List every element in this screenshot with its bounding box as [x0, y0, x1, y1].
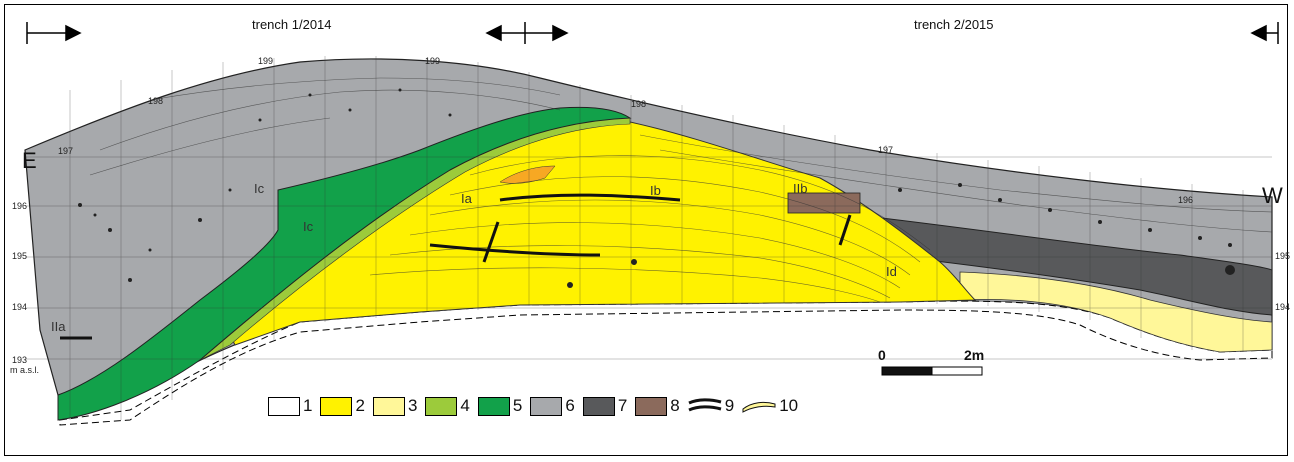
brown-feature — [787, 192, 861, 214]
legend-item-3: 3 — [372, 396, 418, 416]
legend-swatch-brown — [635, 396, 668, 416]
trench-2-label: trench 2/2015 — [914, 17, 994, 32]
trench-1-label: trench 1/2014 — [252, 17, 332, 32]
unit-id-label: Id — [886, 264, 897, 279]
legend-swatch-light-green — [425, 396, 458, 416]
elevation-unit-label: m a.s.l. — [10, 365, 40, 375]
grid-lines — [25, 56, 1272, 420]
legend-item-1: 1 — [268, 396, 312, 416]
elevation-197-a: 197 — [58, 146, 74, 156]
elevation-198-b: 198 — [631, 99, 647, 109]
elevation-196-right: 196 — [1178, 195, 1194, 205]
legend-number: 9 — [724, 396, 735, 415]
charcoal-layers — [60, 193, 852, 340]
legend-swatch-white — [268, 396, 300, 416]
figure-frame — [4, 4, 1288, 456]
legend-number: 5 — [512, 396, 523, 415]
legend: 1 2 3 4 5 6 7 8 9 10 — [268, 396, 804, 416]
scale-bar — [881, 366, 983, 376]
legend-item-5: 5 — [477, 396, 523, 416]
legend-item-8: 8 — [635, 396, 680, 416]
legend-swatch-yellow — [320, 396, 353, 416]
unit-ia-label: Ia — [461, 191, 472, 206]
elevation-194-left: 194 — [12, 302, 28, 312]
trench-arrows — [26, 22, 1279, 44]
legend-number: 10 — [779, 396, 799, 415]
unit-ic-lower-label: Ic — [303, 219, 314, 234]
elevation-194-right: 194 — [1275, 302, 1291, 312]
legend-item-4: 4 — [425, 396, 470, 416]
elevation-198-a: 198 — [148, 96, 164, 106]
unit-iia-label: IIa — [51, 319, 66, 334]
legend-item-9: 9 — [688, 396, 734, 416]
elevation-193-left: 193 — [12, 355, 28, 365]
legend-number: 3 — [407, 396, 418, 415]
legend-swatch-black-lines — [688, 398, 722, 412]
legend-number: 6 — [565, 396, 575, 415]
unit-ic-upper-label: Ic — [254, 181, 265, 196]
legend-number: 1 — [303, 396, 313, 415]
legend-swatch-green — [477, 396, 510, 416]
elevation-196-left: 196 — [12, 201, 28, 211]
legend-item-6: 6 — [530, 396, 575, 416]
legend-number: 7 — [617, 396, 628, 415]
legend-number: 2 — [355, 396, 365, 415]
scale-zero-label: 0 — [878, 347, 886, 363]
legend-swatch-gray — [530, 396, 563, 416]
elevation-195-right: 195 — [1275, 251, 1291, 261]
elevation-199-b: 199 — [425, 56, 441, 66]
scale-end-label: 2m — [964, 347, 985, 363]
pale-yellow-deposit — [959, 271, 1273, 353]
elevation-195-left: 195 — [12, 251, 28, 261]
legend-swatch-dark-gray — [582, 396, 615, 416]
unit-iib-label: IIb — [793, 181, 808, 196]
green-deposit — [57, 106, 632, 421]
dark-gray-band — [829, 211, 1273, 316]
legend-number: 4 — [460, 396, 470, 415]
legend-item-10: 10 — [742, 396, 798, 416]
west-label: W — [1262, 183, 1283, 208]
elevation-199-a: 199 — [258, 56, 274, 66]
unit-ib-label: Ib — [650, 183, 661, 198]
legend-item-2: 2 — [320, 396, 365, 416]
east-label: E — [22, 148, 37, 173]
legend-swatch-lens — [742, 401, 776, 413]
legend-swatch-pale-yellow — [372, 396, 405, 416]
clasts — [78, 88, 1235, 288]
lamination-lines — [89, 77, 1273, 303]
elevation-197-b: 197 — [878, 145, 894, 155]
legend-item-7: 7 — [582, 396, 628, 416]
legend-number: 8 — [670, 396, 680, 415]
